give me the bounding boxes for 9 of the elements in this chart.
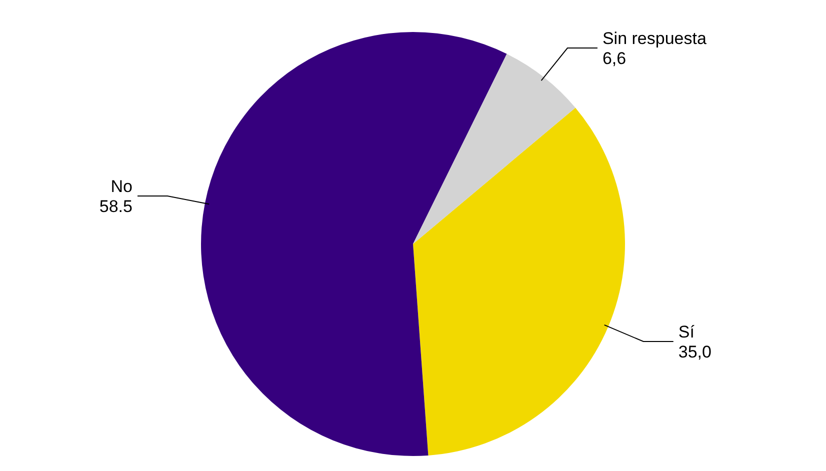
pie-slice: [413, 108, 625, 456]
slice-label: Sin respuesta: [602, 29, 707, 48]
slice-label: No: [110, 176, 132, 196]
pie-slice: [201, 32, 507, 456]
slice-label: Sí: [678, 322, 695, 342]
pie-slice: [413, 54, 576, 244]
data-label: 6,6: [602, 49, 626, 68]
data-label: 35,0: [678, 342, 712, 362]
data-label: 58.5: [99, 196, 132, 216]
